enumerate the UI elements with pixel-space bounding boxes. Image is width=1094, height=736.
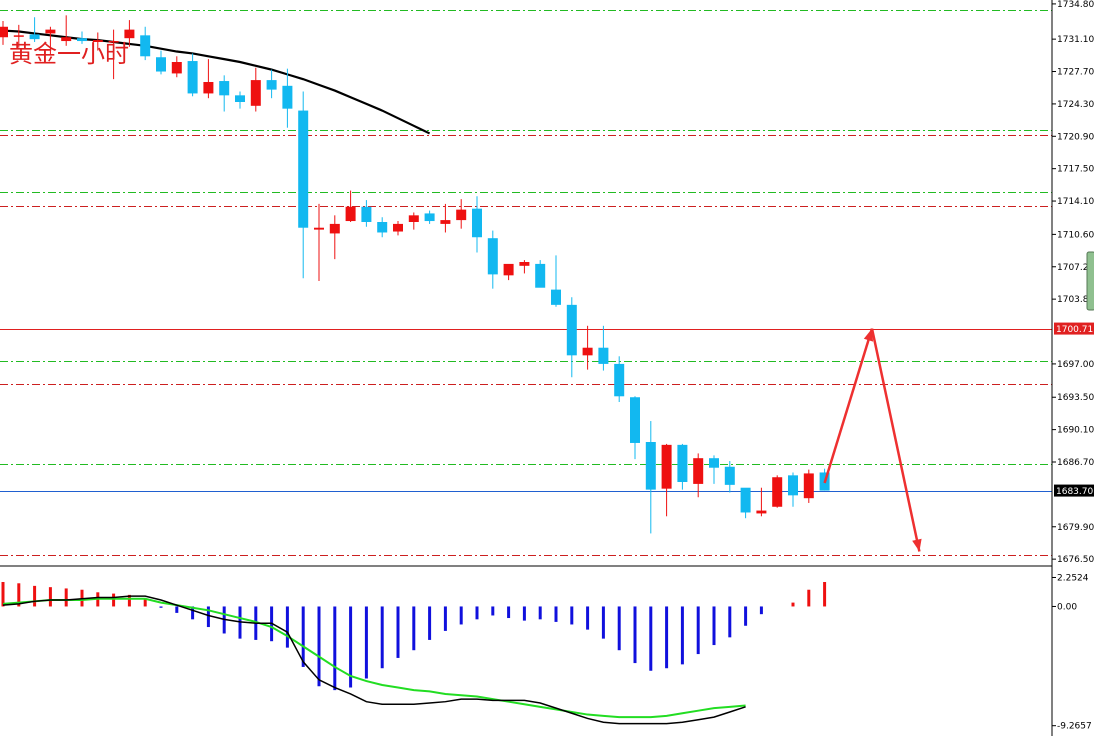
candle-body	[788, 475, 798, 496]
candle-body	[171, 62, 182, 74]
price-tick-label: 1690.10	[1057, 426, 1094, 436]
candle-body	[219, 81, 230, 96]
candle-body	[92, 40, 103, 42]
price-tick-label: 1707.20	[1057, 263, 1094, 273]
candle-body	[45, 29, 56, 34]
price-tick-label: 1703.80	[1057, 295, 1094, 305]
arrow-line	[823, 328, 874, 484]
price-tick-label: 1720.90	[1057, 132, 1094, 142]
candle-body	[661, 444, 672, 489]
price-tick-label: 1686.70	[1057, 458, 1094, 468]
candle-body	[156, 57, 166, 72]
macd-line	[2, 595, 746, 725]
price-tag-label: 1700.71	[1056, 325, 1093, 335]
candle-body	[503, 263, 514, 276]
candle-body	[740, 487, 751, 513]
candle-body	[408, 215, 419, 222]
price-tick-label: 1727.70	[1057, 68, 1094, 78]
candle-body	[61, 37, 72, 42]
price-tick-label: 1714.10	[1057, 197, 1094, 207]
candle-body	[250, 80, 261, 106]
candle-body	[108, 41, 119, 43]
price-tags: 1700.71 1683.70	[1054, 322, 1094, 497]
candle-body	[693, 458, 704, 484]
candle-body	[424, 213, 435, 222]
candle-body	[630, 397, 640, 443]
price-tick-label: 1731.10	[1057, 35, 1094, 45]
candle-body	[282, 85, 293, 109]
candle-body	[598, 347, 609, 364]
price-tick-label: 1717.50	[1057, 165, 1094, 175]
price-tag-box	[1054, 322, 1094, 335]
arrow-line	[870, 328, 921, 552]
candle-body	[377, 222, 388, 233]
candle-body	[393, 223, 403, 232]
signal-line	[2, 597, 746, 719]
price-tick-label: 1676.50	[1057, 555, 1094, 565]
price-tick-label: 1724.30	[1057, 100, 1094, 110]
candle-body	[124, 29, 135, 39]
candles	[0, 15, 830, 534]
candle-body	[535, 263, 546, 288]
arrow-head	[863, 328, 874, 342]
candle-body	[0, 26, 8, 38]
candle-body	[203, 82, 214, 94]
forecast-arrows	[823, 328, 922, 552]
candle-body	[614, 363, 625, 397]
candle-body	[77, 38, 87, 42]
candle-body	[566, 304, 577, 356]
macd-tick-label: 0.00	[1057, 602, 1077, 612]
candle-body	[29, 34, 40, 40]
candle-body	[472, 208, 482, 238]
candle-body	[361, 206, 372, 222]
candle-body	[645, 442, 656, 490]
candle-body	[298, 110, 309, 228]
candle-body	[756, 510, 767, 514]
candle-body	[314, 227, 324, 230]
moving-average	[2, 29, 431, 135]
macd-tick-label: 2.2524	[1057, 573, 1089, 583]
candle-body	[345, 206, 356, 222]
candle-body	[582, 347, 593, 356]
candle-body	[677, 444, 688, 482]
candle-body	[724, 466, 735, 485]
price-axis: 1734.80 1731.10 1727.70 1724.30 1720.90 1717.…	[1052, 0, 1094, 565]
price-tag-box	[1054, 484, 1094, 497]
macd-tick-label: -9.2657	[1057, 722, 1092, 732]
candle-body	[709, 458, 719, 468]
candle-body	[440, 220, 451, 224]
candle-body	[235, 95, 245, 102]
candle-body	[140, 35, 151, 57]
candle-body	[13, 35, 24, 37]
candle-body	[187, 61, 198, 94]
macd-pane	[1, 582, 827, 725]
price-tick-label: 1697.00	[1057, 360, 1094, 370]
candle-body	[551, 289, 561, 305]
scroll-handle[interactable]	[1086, 251, 1094, 311]
candle-body	[519, 262, 530, 266]
price-tick-label: 1734.80	[1057, 0, 1094, 10]
price-tick-label: 1679.90	[1057, 523, 1094, 533]
price-tick-label: 1710.60	[1057, 230, 1094, 240]
candle-body	[456, 209, 467, 221]
chart-title: 黄金一小时	[9, 40, 129, 68]
macd-axis: 2.2524 0.00 -9.2657	[1052, 573, 1092, 732]
candle-body	[329, 223, 340, 234]
candle-body	[772, 477, 783, 507]
candle-body	[266, 80, 277, 90]
candle-body	[803, 473, 814, 499]
horizontal-levels	[0, 10, 1052, 556]
candle-body	[487, 238, 498, 275]
moving-average-line	[2, 29, 431, 135]
arrow-head	[912, 538, 922, 552]
price-tag-label: 1683.70	[1056, 487, 1093, 497]
price-tick-label: 1693.50	[1057, 393, 1094, 403]
